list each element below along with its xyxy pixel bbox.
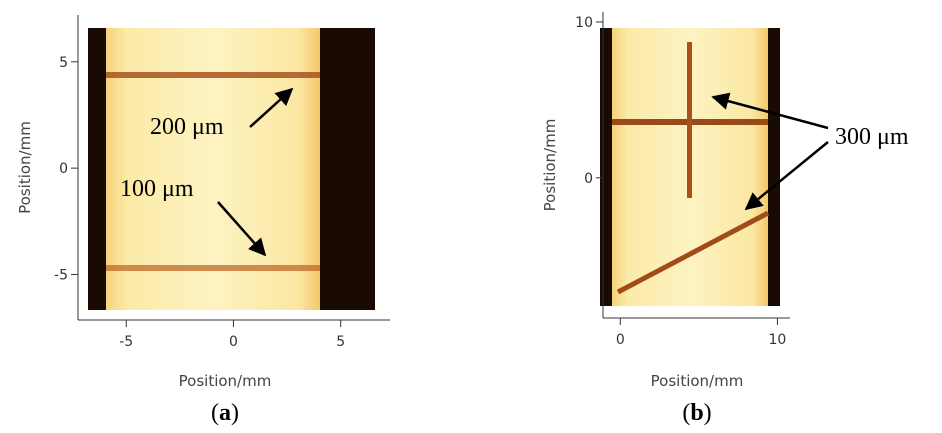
y-axis-label: Position/mm [541, 119, 559, 212]
caption-part: a [219, 400, 231, 426]
caption-part: ( [682, 400, 690, 426]
caption-part: b [690, 400, 703, 426]
y-tick-label: 5 [59, 55, 68, 71]
arrow [711, 92, 829, 130]
y-tick-label: 10 [575, 15, 593, 31]
x-tick-label: -5 [119, 334, 133, 350]
arrow [249, 87, 294, 128]
arrow [744, 141, 829, 211]
x-axis-label: Position/mm [651, 372, 744, 390]
x-tick-label: 5 [336, 334, 345, 350]
y-tick-label: 0 [59, 161, 68, 177]
caption-part: ) [704, 400, 712, 426]
annotation: 100 μm [120, 176, 194, 202]
y-tick-label: -5 [54, 267, 68, 283]
y-tick-label: 0 [584, 171, 593, 187]
x-tick-label: 10 [769, 332, 787, 348]
x-tick-label: 0 [229, 334, 238, 350]
y-axis-label: Position/mm [16, 121, 34, 214]
x-tick-label: 0 [616, 332, 625, 348]
caption-part: ( [211, 400, 219, 426]
caption: (b) [682, 400, 711, 426]
caption-part: ) [231, 400, 239, 426]
scan-image-a [88, 28, 375, 310]
scan-image-b [600, 28, 780, 306]
caption: (a) [211, 400, 239, 426]
arrow [217, 201, 267, 257]
annotations: 200 μm 100 μm 300 μm [120, 87, 909, 257]
annotation: 300 μm [835, 124, 909, 150]
annotation: 200 μm [150, 114, 224, 140]
x-axis-label: Position/mm [179, 372, 272, 390]
